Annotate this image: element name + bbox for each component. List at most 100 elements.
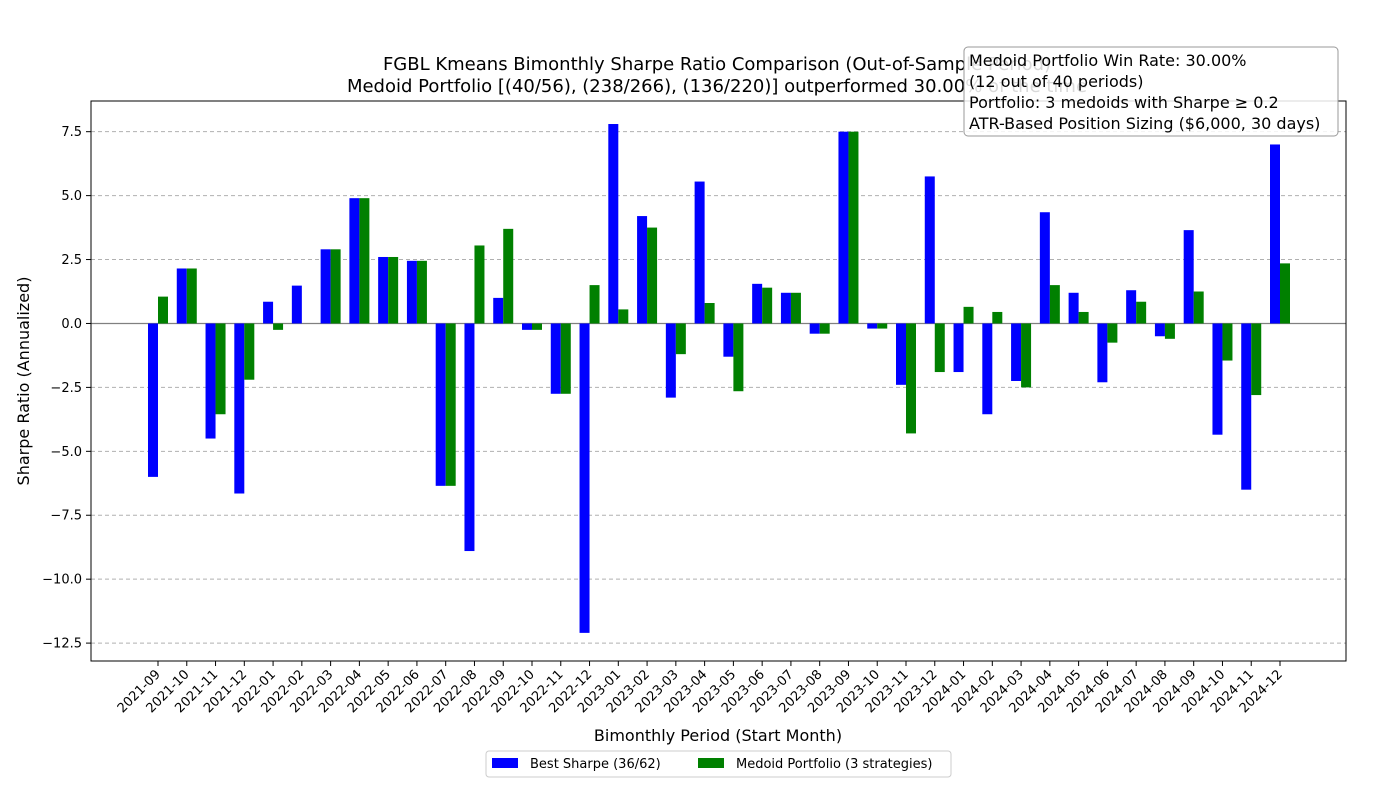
bar-medoid-portfolio [704,303,715,324]
bar-best-sharpe [1212,323,1223,435]
bar-medoid-portfolio [848,131,859,324]
bar-best-sharpe [320,249,331,324]
legend-label-best: Best Sharpe (36/62) [530,757,661,772]
annotation-line: (12 out of 40 periods) [969,72,1143,91]
bar-medoid-portfolio [1136,301,1147,324]
bar-best-sharpe [435,323,446,486]
y-tick-label: −2.5 [50,381,82,396]
bar-best-sharpe [493,297,504,324]
bar-best-sharpe [1039,212,1050,324]
legend-label-medoid: Medoid Portfolio (3 strategies) [736,757,933,772]
grid-lines [91,131,1346,644]
bar-medoid-portfolio [158,296,168,324]
bar-medoid-portfolio [1049,285,1060,324]
bar-best-sharpe [1154,323,1165,337]
bar-best-sharpe [263,301,274,324]
bar-medoid-portfolio [790,292,801,324]
bar-medoid-portfolio [589,285,600,324]
y-tick-label: −7.5 [50,509,82,524]
bar-best-sharpe [378,256,389,324]
annotation-frame [963,46,1339,137]
bar-best-sharpe [1183,230,1194,324]
y-axis-label: Sharpe Ratio (Annualized) [14,277,33,486]
annotation-line: Medoid Portfolio Win Rate: 30.00% [969,51,1247,70]
bar-medoid-portfolio [934,323,945,373]
bar-medoid-portfolio [560,323,571,394]
bar-medoid-portfolio [532,323,542,330]
bar-medoid-portfolio [963,306,974,324]
y-tick-label: −10.0 [42,573,82,588]
bar-best-sharpe [867,323,878,329]
x-axis: 2021-092021-102021-112021-122022-012022-… [115,661,1286,716]
x-axis-label: Bimonthly Period (Start Month) [594,726,842,745]
annotation-line: ATR-Based Position Sizing ($6,000, 30 da… [969,114,1320,133]
bar-best-sharpe [608,124,619,324]
bar-medoid-portfolio [1193,291,1204,324]
bar-medoid-portfolio [647,227,658,324]
bar-medoid-portfolio [992,311,1003,324]
bar-best-sharpe [924,176,935,324]
bar-medoid-portfolio [388,256,399,324]
bar-best-sharpe [694,181,705,324]
bar-best-sharpe [752,283,763,324]
bar-best-sharpe [464,323,475,552]
bar-best-sharpe [1011,323,1022,381]
bar-medoid-portfolio [618,309,629,324]
bar-medoid-portfolio [762,287,773,324]
bar-medoid-portfolio [1222,323,1233,361]
bar-medoid-portfolio [877,323,888,329]
plot-frame [90,100,1347,662]
bar-medoid-portfolio [1251,323,1262,396]
y-tick-label: 2.5 [61,253,82,268]
bar-best-sharpe [1270,144,1280,324]
bar-medoid-portfolio [273,323,284,330]
y-tick-label: 0.0 [61,317,82,332]
bar-medoid-portfolio [244,323,255,380]
bar-best-sharpe [723,323,734,357]
legend-swatch-best [492,758,518,768]
bar-best-sharpe [550,323,561,394]
legend-swatch-medoid [698,758,724,768]
bar-medoid-portfolio [503,228,514,324]
bar-best-sharpe [982,323,993,415]
bar-best-sharpe [148,323,158,477]
bar-best-sharpe [349,198,360,324]
bar-best-sharpe [1068,292,1079,324]
bar-medoid-portfolio [445,323,456,486]
bar-best-sharpe [637,216,648,324]
bar-best-sharpe [176,268,187,324]
bar-medoid-portfolio [215,323,226,415]
bar-best-sharpe [665,323,676,398]
bar-medoid-portfolio [186,268,197,324]
y-tick-label: −5.0 [50,445,82,460]
bar-best-sharpe [234,323,245,494]
y-tick-label: 5.0 [61,189,82,204]
bar-medoid-portfolio [330,249,341,324]
annotation-box: Medoid Portfolio Win Rate: 30.00% (12 ou… [963,46,1339,137]
y-tick-label: −12.5 [42,637,82,652]
bar-medoid-portfolio [1280,263,1290,324]
bar-best-sharpe [809,323,820,334]
annotation-line: Portfolio: 3 medoids with Sharpe ≥ 0.2 [969,93,1279,112]
bar-best-sharpe [291,285,302,324]
bar-best-sharpe [1241,323,1252,490]
bar-medoid-portfolio [1107,323,1118,343]
bar-best-sharpe [896,323,906,385]
bars [148,124,1290,633]
chart-title: FGBL Kmeans Bimonthly Sharpe Ratio Compa… [383,54,1051,75]
bar-medoid-portfolio [819,323,830,334]
bar-medoid-portfolio [359,198,370,324]
bar-medoid-portfolio [1021,323,1032,388]
legend: Best Sharpe (36/62) Medoid Portfolio (3 … [485,750,952,778]
bar-best-sharpe [1097,323,1108,383]
bar-medoid-portfolio [675,323,686,355]
bar-best-sharpe [205,323,216,439]
y-tick-label: 7.5 [61,125,82,140]
bar-best-sharpe [1126,290,1137,324]
bar-medoid-portfolio [906,323,916,434]
bar-medoid-portfolio [1164,323,1175,339]
bar-best-sharpe [953,323,964,373]
bar-best-sharpe [522,323,532,330]
chart-subtitle: Medoid Portfolio [(40/56), (238/266), (1… [347,76,1087,97]
